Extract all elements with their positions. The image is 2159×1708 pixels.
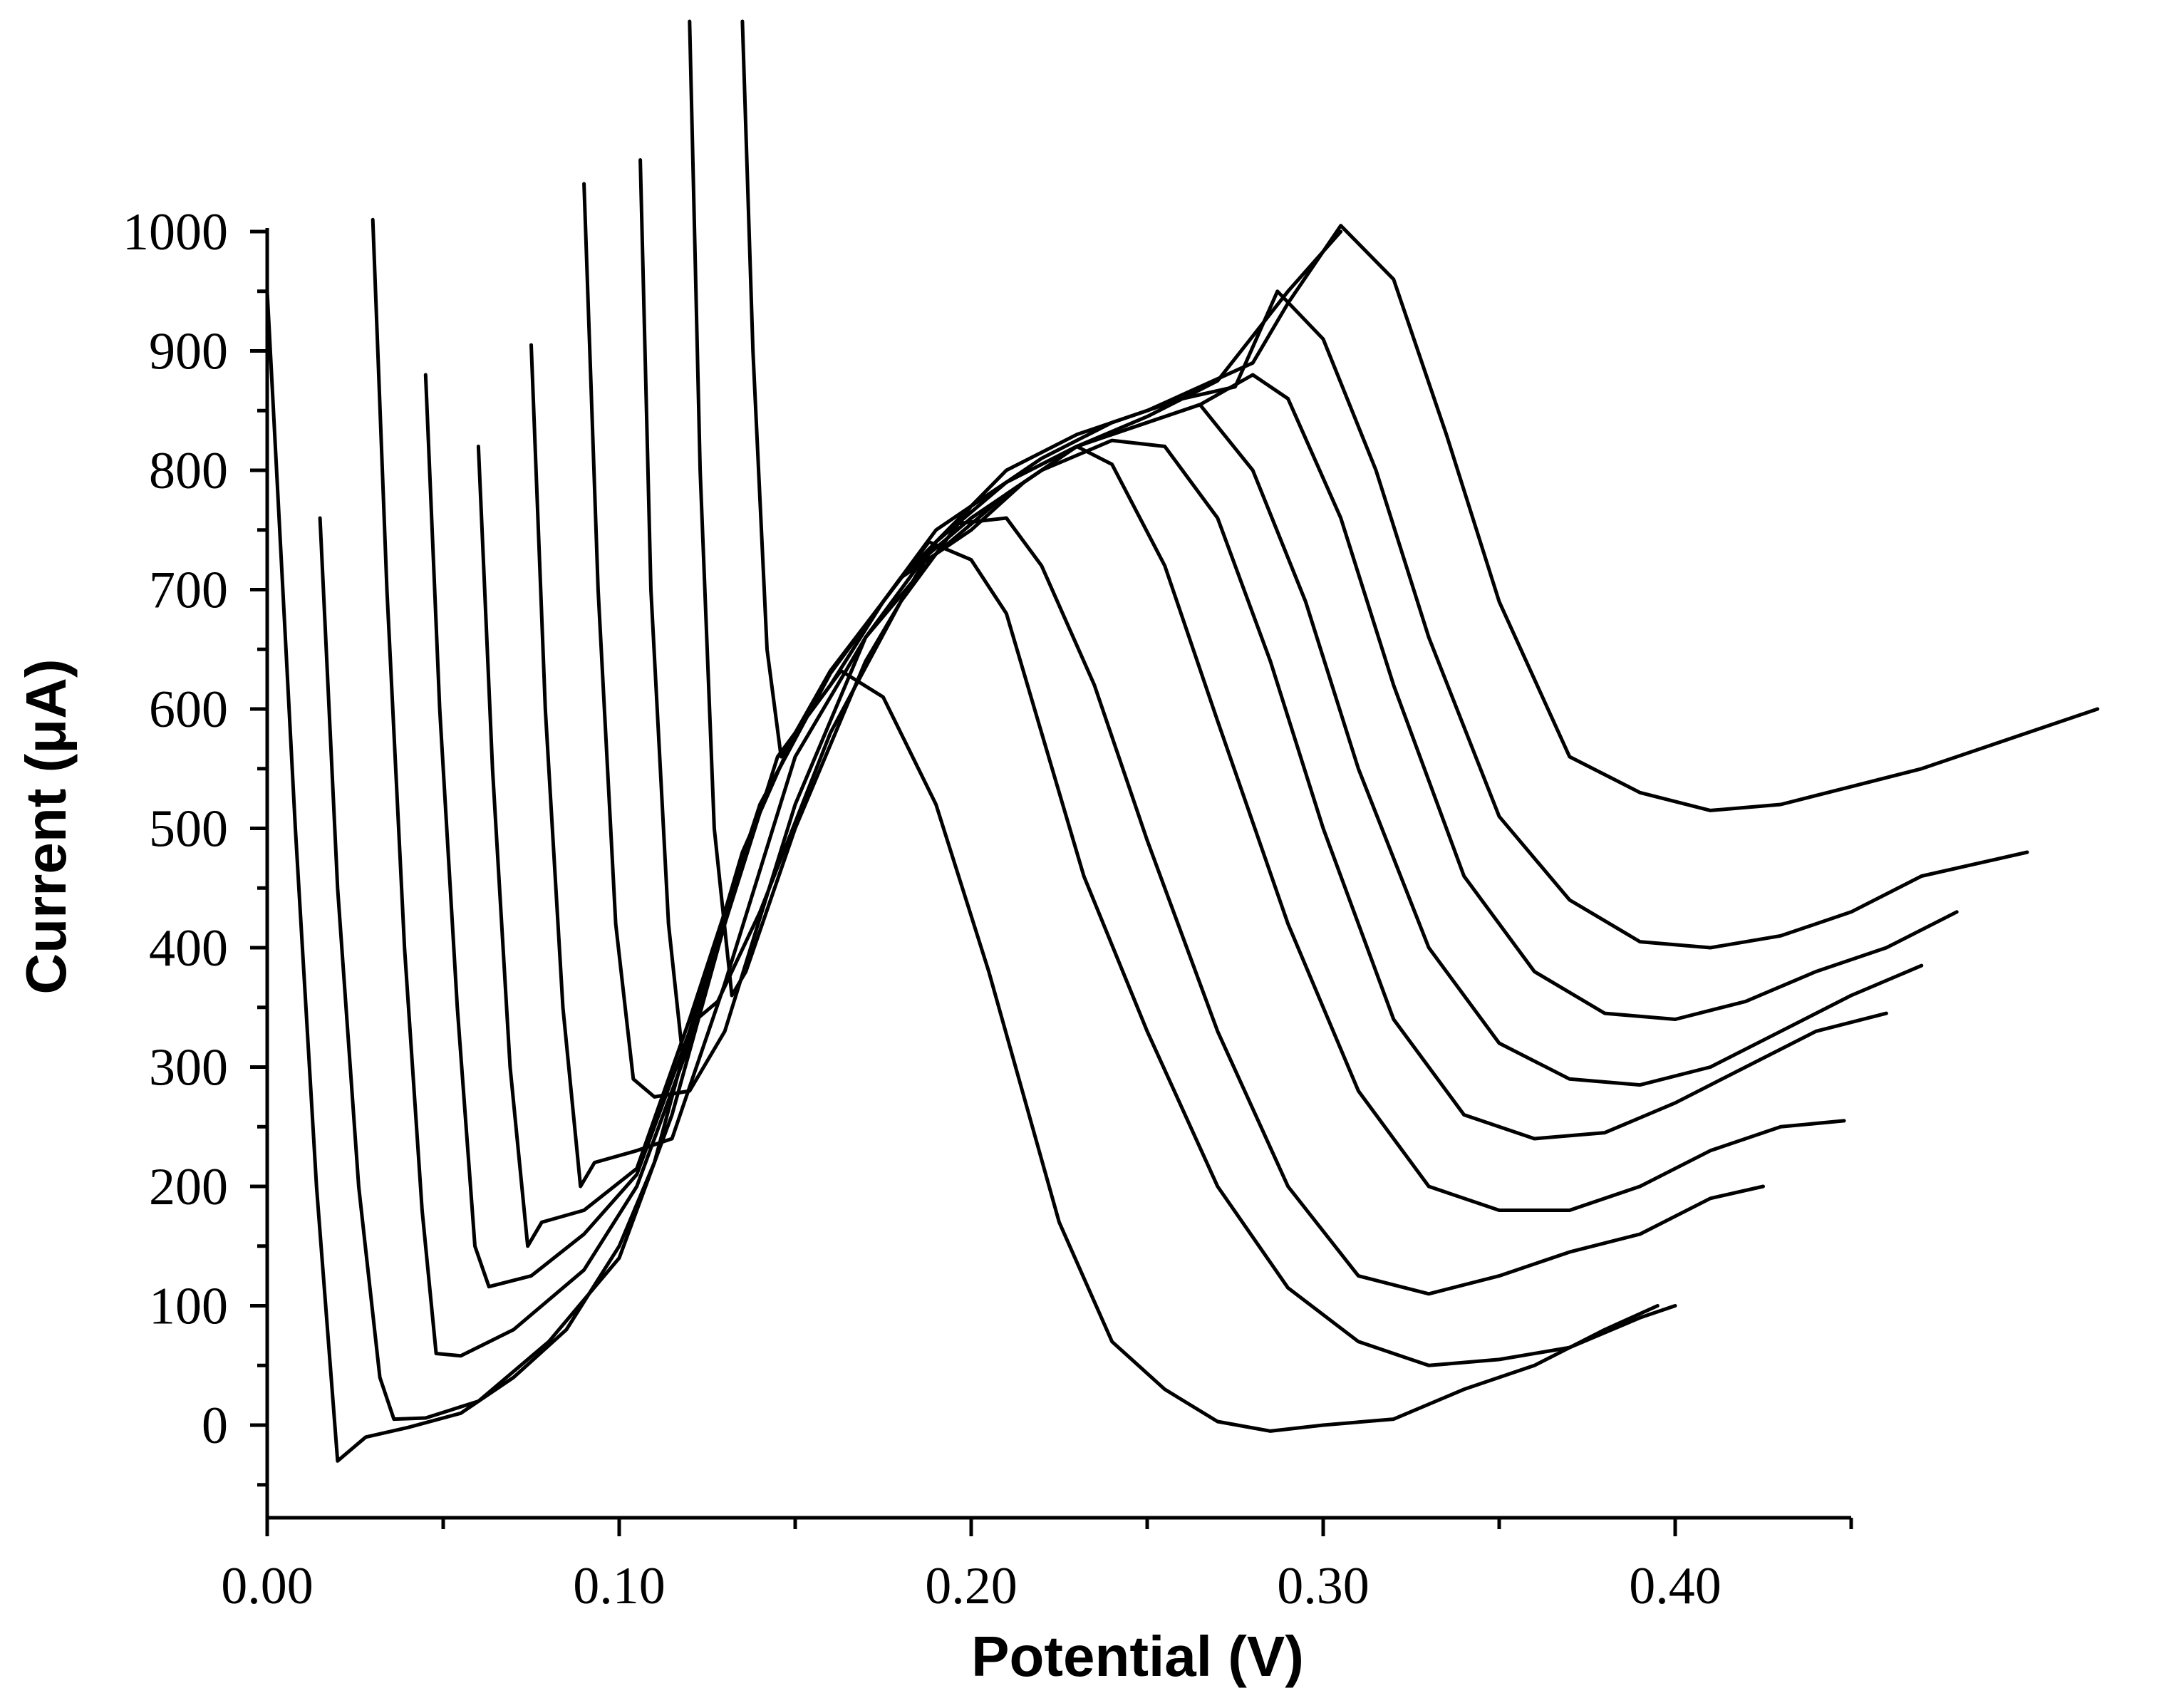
- tick-labels-group: 0 100 200 300 400 500 600 700 800 900 1000 0.00 0.10…: [123, 203, 1721, 1615]
- y-tick-label: 300: [149, 1039, 228, 1097]
- series-line-1: [265, 289, 1660, 1463]
- curves-group: [265, 19, 2100, 1463]
- y-tick-label: 100: [149, 1278, 228, 1336]
- ticks-group: [250, 229, 1853, 1536]
- y-tick-label: 900: [149, 323, 228, 381]
- y-tick-label: 200: [149, 1158, 228, 1216]
- series-line-6: [529, 343, 1924, 1189]
- y-tick-label: 1000: [123, 203, 228, 262]
- series-line-5: [476, 438, 1888, 1248]
- x-tick-label: 0.10: [573, 1557, 666, 1615]
- y-tick-label: 700: [149, 561, 228, 620]
- y-tick-label: 500: [149, 800, 228, 859]
- series-line-9: [688, 19, 2100, 998]
- x-axis-title: Potential (V): [971, 1625, 1304, 1688]
- x-tick-label: 0.00: [221, 1557, 314, 1615]
- x-tick-label: 0.20: [925, 1557, 1018, 1615]
- y-tick-label: 400: [149, 919, 228, 978]
- series-line-10: [740, 19, 1343, 759]
- y-tick-label: 0: [202, 1397, 228, 1455]
- x-tick-label: 0.40: [1629, 1557, 1721, 1615]
- y-axis-title: Current (μA): [14, 658, 78, 994]
- axes-group: [265, 228, 1851, 1520]
- y-tick-label: 800: [149, 442, 228, 500]
- series-line-8: [638, 158, 2029, 1057]
- y-tick-label: 600: [149, 680, 228, 739]
- x-tick-label: 0.30: [1277, 1557, 1370, 1615]
- series-line-7: [582, 182, 1959, 1099]
